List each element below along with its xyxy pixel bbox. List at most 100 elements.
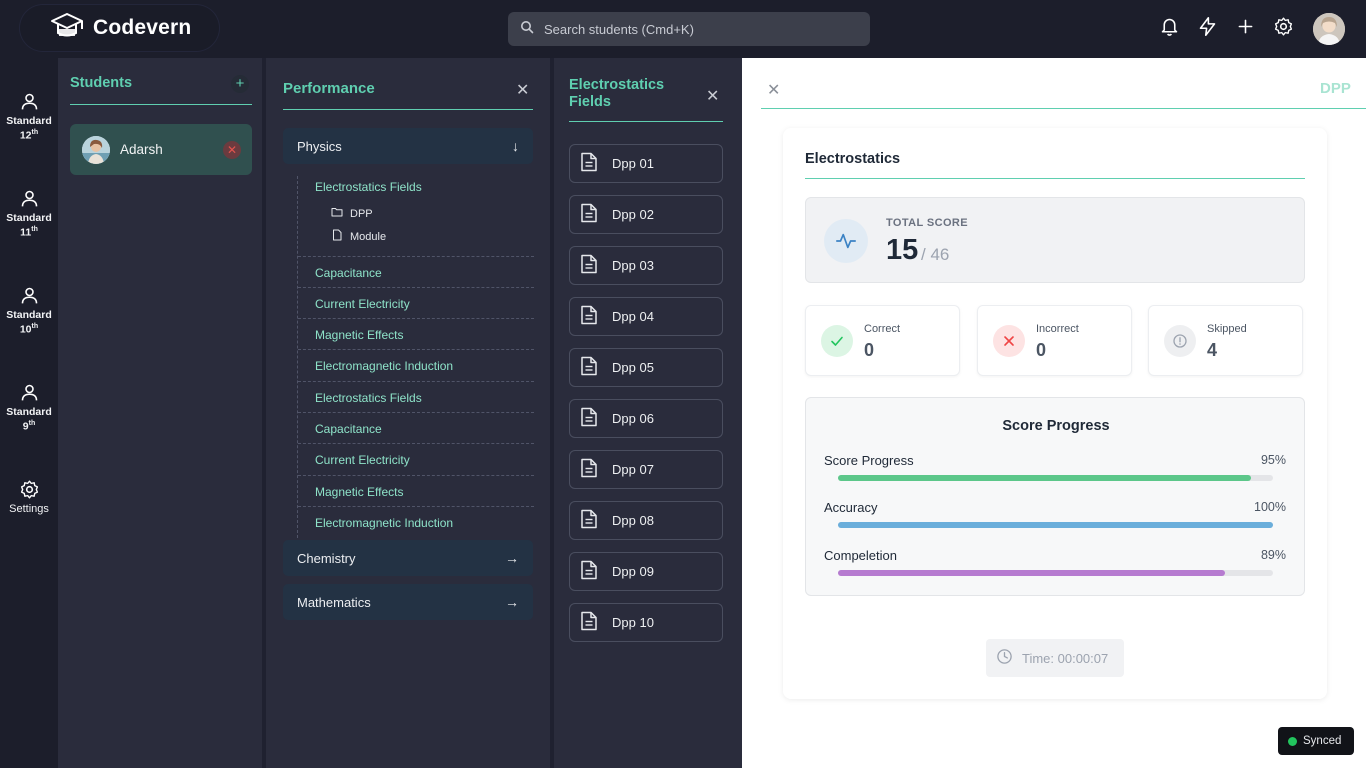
arrow-down-icon: ↓ [512, 138, 519, 154]
dpp-item[interactable]: Dpp 02 [569, 195, 723, 234]
document-icon [580, 203, 612, 226]
close-electrostatics-button[interactable]: ✕ [706, 86, 719, 106]
chapter-item[interactable]: Capacitance [298, 257, 534, 288]
subject-mathematics[interactable]: Mathematics → [283, 584, 533, 620]
panel-separator [262, 58, 266, 768]
close-icon: ✕ [516, 82, 530, 99]
dpp-item[interactable]: Dpp 01 [569, 144, 723, 183]
dpp-item[interactable]: Dpp 09 [569, 552, 723, 591]
sub-item-module[interactable]: Module [331, 229, 386, 244]
rail-suffix: th [28, 420, 36, 427]
progress-track [838, 570, 1273, 576]
search-bar[interactable] [508, 12, 870, 46]
rail-item-settings[interactable]: Settings [0, 479, 58, 515]
score-value: 15 [886, 234, 919, 266]
graduation-cap-icon [50, 11, 84, 46]
score-progress-box: Score Progress Score Progress 95% Accura… [805, 397, 1305, 596]
dpp-item[interactable]: Dpp 03 [569, 246, 723, 285]
dpp-label: Dpp 05 [612, 360, 654, 375]
close-icon: ✕ [706, 88, 720, 105]
brand[interactable]: Codevern [20, 5, 219, 51]
panel-title: Students [70, 75, 133, 91]
dpp-item[interactable]: Dpp 08 [569, 501, 723, 540]
arrow-right-icon: → [505, 594, 519, 610]
progress-label: Accuracy [824, 500, 878, 515]
subject-physics[interactable]: Physics ↓ [283, 128, 533, 164]
rail-number: 9 [22, 420, 29, 433]
chapter-item[interactable]: Electromagnetic Induction [298, 350, 534, 382]
remove-student-button[interactable]: ✕ [223, 141, 241, 159]
total-score-label: TOTAL SCORE [886, 217, 969, 229]
progress-title: Score Progress [1002, 418, 1110, 434]
document-icon [580, 509, 612, 532]
chapter-item[interactable]: Current Electricity [298, 444, 534, 476]
time-label: Time: 00:00:07 [1022, 650, 1109, 666]
dpp-item[interactable]: Dpp 10 [569, 603, 723, 642]
chapter-item[interactable]: Current Electricity [298, 288, 534, 319]
notifications-button[interactable] [1156, 13, 1182, 45]
progress-fill [838, 522, 1273, 528]
user-avatar[interactable] [1313, 13, 1345, 45]
document-icon [580, 152, 612, 175]
sync-status-badge: Synced [1278, 727, 1354, 755]
chapter-item[interactable]: Magnetic Effects [298, 476, 534, 507]
progress-label: Compeletion [824, 548, 897, 563]
chapter-item[interactable]: Electromagnetic Induction [298, 507, 534, 538]
sync-label: Synced [1303, 735, 1342, 747]
progress-track [838, 475, 1273, 481]
user-icon [0, 285, 58, 306]
document-icon [580, 356, 612, 379]
rail-item-standard-9[interactable]: Standard 9th [0, 382, 58, 433]
sub-item-dpp[interactable]: DPP [331, 206, 373, 221]
chapter-item[interactable]: Electrostatics Fields [298, 176, 534, 257]
chapter-label: Magnetic Effects [315, 328, 404, 342]
subject-chemistry[interactable]: Chemistry → [283, 540, 533, 576]
dpp-item[interactable]: Dpp 05 [569, 348, 723, 387]
rail-number: 11 [20, 226, 32, 239]
app-name: Codevern [93, 16, 192, 39]
dpp-label: Dpp 03 [612, 258, 654, 273]
chapter-item[interactable]: Electrostatics Fields [298, 382, 534, 413]
rail-label: Standard [6, 309, 52, 321]
rail-suffix: th [31, 323, 39, 330]
rail-item-standard-12[interactable]: Standard 12th [0, 91, 58, 142]
panel-title: Performance [283, 80, 375, 97]
search-input[interactable] [544, 21, 844, 37]
dpp-label: Dpp 02 [612, 207, 654, 222]
chapter-item[interactable]: Magnetic Effects [298, 319, 534, 350]
rail-item-standard-10[interactable]: Standard 10th [0, 285, 58, 336]
close-detail-button[interactable]: ✕ [767, 80, 780, 100]
check-icon [821, 325, 853, 357]
document-icon [580, 407, 612, 430]
dpp-item[interactable]: Dpp 07 [569, 450, 723, 489]
total-score-box: TOTAL SCORE 15 / 46 [805, 197, 1305, 283]
progress-percent: 89% [1260, 548, 1286, 562]
students-panel: Students + Adarsh ✕ [58, 58, 262, 768]
settings-button[interactable] [1270, 13, 1296, 45]
chapter-label: Electrostatics Fields [315, 391, 422, 405]
dpp-item[interactable]: Dpp 04 [569, 297, 723, 336]
progress-label: Score Progress [824, 453, 914, 468]
panel-separator [550, 58, 554, 768]
add-button[interactable] [1232, 13, 1258, 45]
chapter-label: Electrostatics Fields [315, 180, 422, 194]
sub-item-label: DPP [350, 207, 373, 220]
chapter-item[interactable]: Capacitance [298, 413, 534, 444]
progress-fill [838, 475, 1252, 481]
search-icon [520, 20, 534, 39]
quick-actions-button[interactable] [1194, 13, 1220, 45]
rail-item-standard-11[interactable]: Standard 11th [0, 188, 58, 239]
time-display: Time: 00:00:07 [986, 639, 1124, 677]
result-card: Electrostatics TOTAL SCORE 15 / 46 Corre… [783, 128, 1327, 699]
rail-label: Standard [6, 115, 52, 127]
top-bar: Codevern [0, 0, 1366, 58]
dpp-item[interactable]: Dpp 06 [569, 399, 723, 438]
subject-label: Mathematics [297, 594, 371, 610]
dpp-label: Dpp 04 [612, 309, 654, 324]
add-student-button[interactable]: + [231, 75, 249, 93]
student-card[interactable]: Adarsh ✕ [70, 124, 252, 175]
dpp-label: Dpp 01 [612, 156, 654, 171]
stat-value: 0 [1036, 340, 1047, 360]
close-performance-button[interactable]: ✕ [516, 80, 529, 100]
sub-item-label: Module [350, 230, 387, 243]
